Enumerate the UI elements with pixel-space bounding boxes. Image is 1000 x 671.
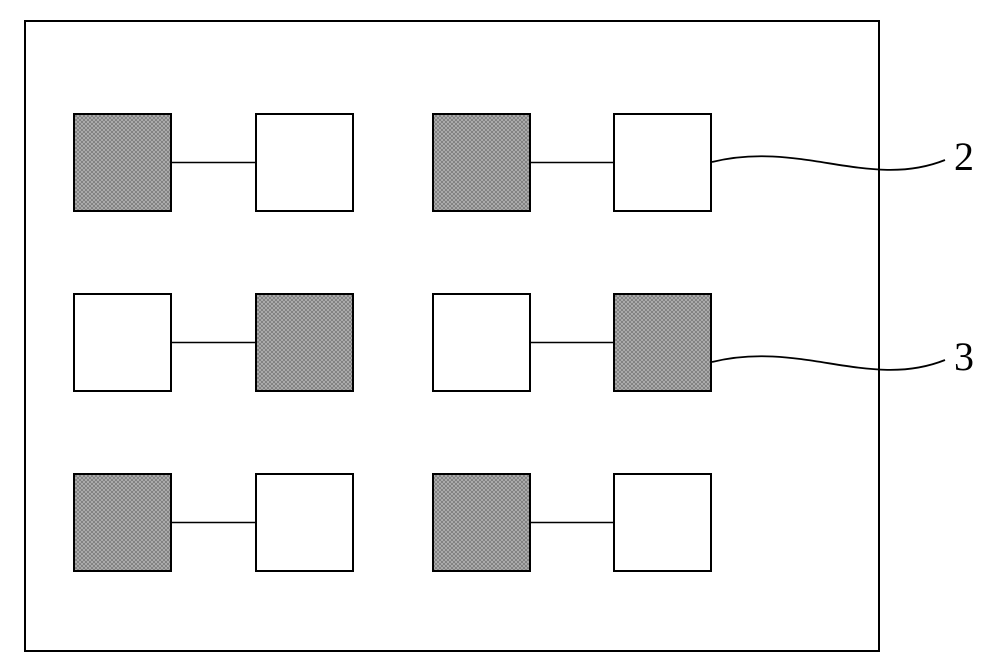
row3-pair2-box-left bbox=[433, 474, 530, 571]
label-3: 3 bbox=[954, 334, 974, 379]
label-2: 2 bbox=[954, 134, 974, 179]
row3-pair2-box-right bbox=[614, 474, 711, 571]
row2-pair2-box-left bbox=[433, 294, 530, 391]
row3-pair1-box-left bbox=[74, 474, 171, 571]
row3-pair1-box-right bbox=[256, 474, 353, 571]
row1-pair2-box-right bbox=[614, 114, 711, 211]
row2-pair1-box-left bbox=[74, 294, 171, 391]
row2-pair1-box-right bbox=[256, 294, 353, 391]
row2-pair2-box-right bbox=[614, 294, 711, 391]
row1-pair1-box-right bbox=[256, 114, 353, 211]
row1-pair2-box-left bbox=[433, 114, 530, 211]
diagram: 23 bbox=[0, 0, 1000, 671]
row1-pair1-box-left bbox=[74, 114, 171, 211]
